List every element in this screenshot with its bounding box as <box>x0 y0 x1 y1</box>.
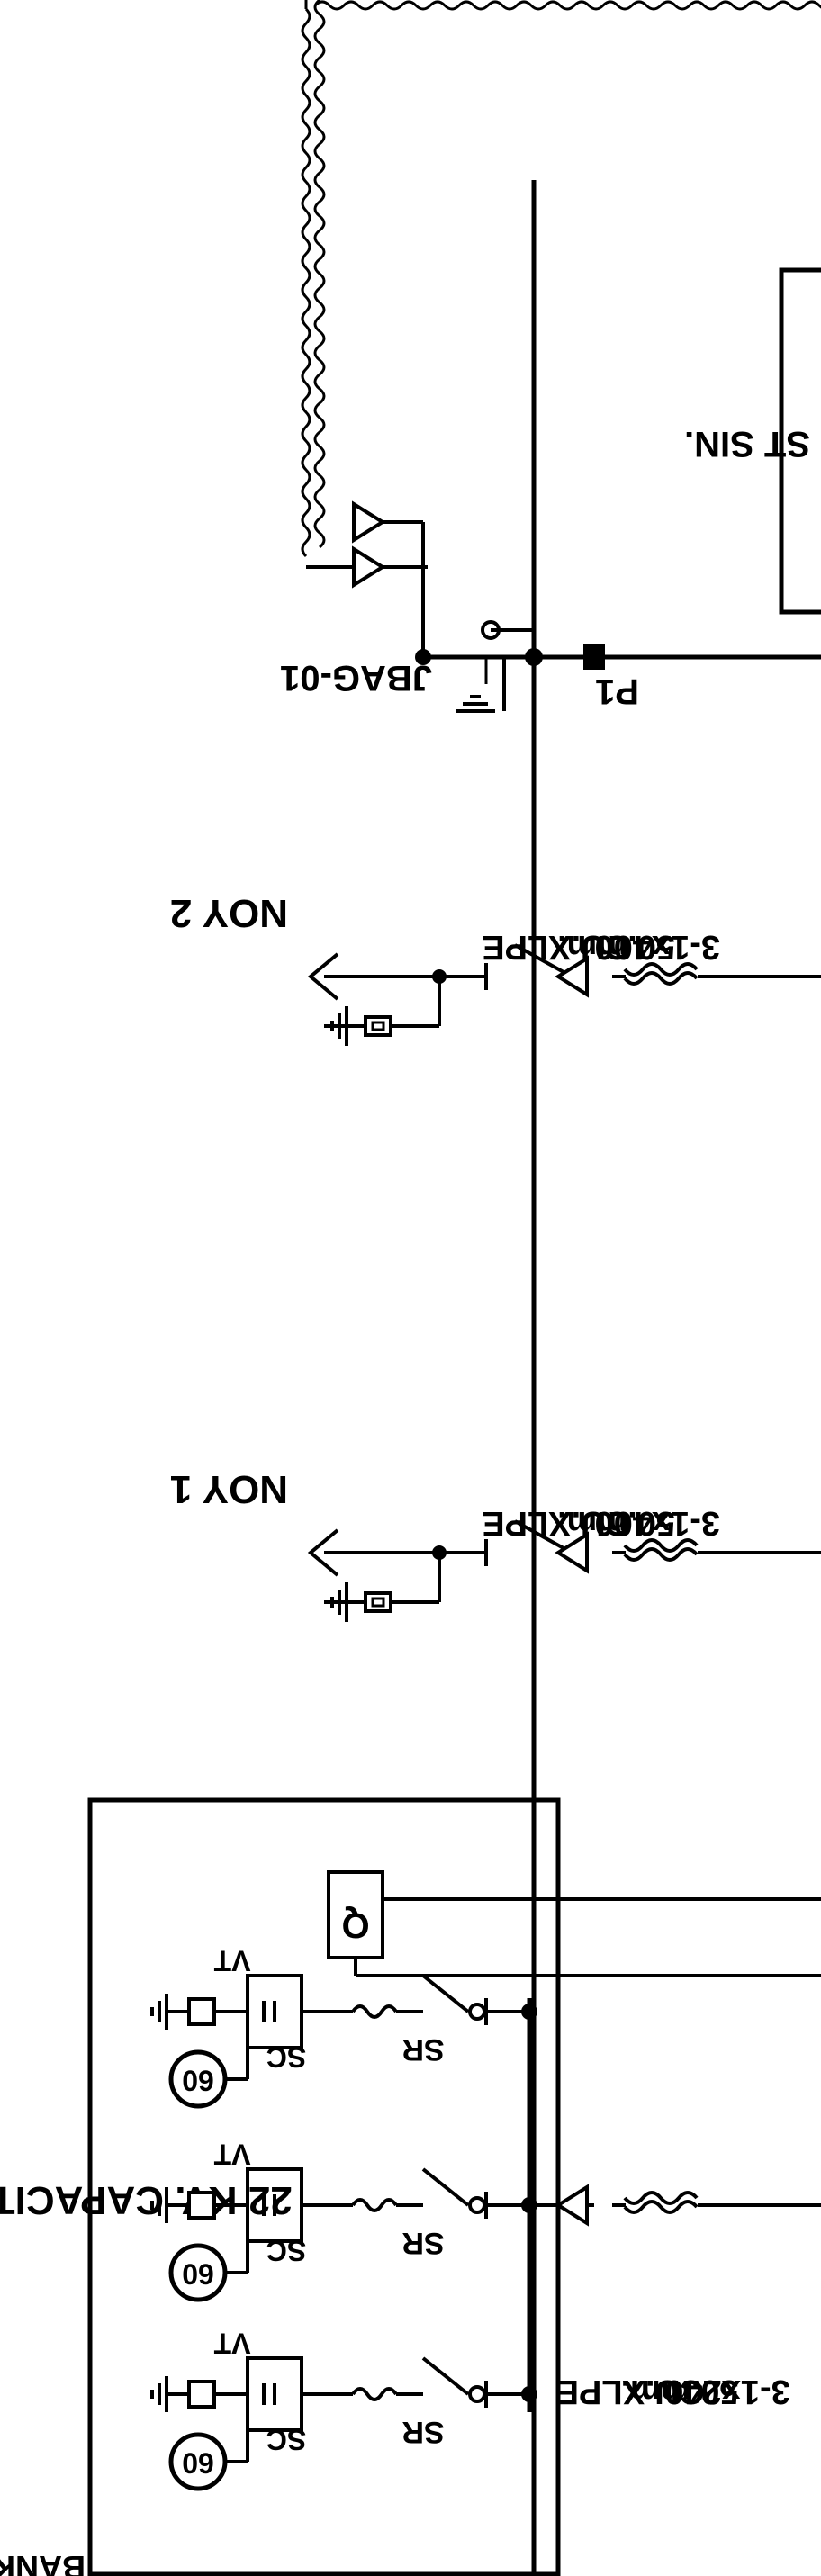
voltage-transformer-icon <box>187 1997 216 2026</box>
incoming-terminations <box>352 502 431 665</box>
capacitor-steps: SR SC VT 60 SR SC VT 60 SR SC VT 60 <box>150 1945 537 2491</box>
capbank-cable-2: 50.mm. <box>621 2373 739 2410</box>
capacitor-step: SR SC VT 60 <box>150 1945 537 2109</box>
feeder-1-cable-1: CU.XLPE <box>482 1504 630 1542</box>
relay-60-label: 60 <box>182 2258 214 2291</box>
feeder-2-cable-3: 3-1x400 <box>595 928 720 966</box>
series-reactor-label: SR <box>401 2226 444 2260</box>
st-sin-box: ST SIN. <box>684 267 821 615</box>
feeder-2-cable-2: 50.mm. <box>557 928 675 966</box>
capacitor-bank-title: 22 KV. CAPACITOR BANK <box>0 2178 293 2222</box>
capacitor-bank: 22 KV. CAPACITOR BANK BANK 1-3 CU.XLPE 5… <box>0 1797 821 2576</box>
series-reactor-label: SR <box>401 2032 444 2067</box>
incoming-cable-edge <box>313 0 821 11</box>
capacitor-label: SC <box>266 2235 306 2267</box>
feeder-2-name: NOY 2 <box>170 891 288 935</box>
feeder-noy-2: NOY 2 CU.XLPE 50.mm. 3-1x400 <box>170 891 821 1048</box>
ground-panel-label: JBAG-01 <box>280 658 432 698</box>
feeder-noy-1: NOY 1 CU.XLPE 50.mm. 3-1x400 <box>170 1467 821 1624</box>
feeder-1-name: NOY 1 <box>170 1467 288 1511</box>
voltage-transformer-label: VT <box>213 1945 250 1977</box>
feeder-2-cable-1: CU.XLPE <box>482 928 630 966</box>
voltage-transformer-icon <box>187 2380 216 2409</box>
capacitor-label: SC <box>266 2424 306 2456</box>
capbank-cable-1: CU.XLPE <box>556 2373 705 2410</box>
ground-panel-group: JBAG-01 P1 <box>280 567 639 713</box>
relay-q-label: Q <box>341 1905 369 1945</box>
relay-60-label: 60 <box>182 2447 214 2480</box>
capbank-cable-3: 3-1x240 <box>664 2373 789 2410</box>
incoming-cable-top <box>301 0 428 569</box>
series-reactor-icon <box>351 2198 398 2212</box>
relay-60-label: 60 <box>182 2065 214 2097</box>
main-bus <box>423 180 821 2576</box>
capacitor-step: SR SC VT 60 <box>150 2328 537 2491</box>
feeder-1-cable-3: 3-1x400 <box>595 1504 720 1542</box>
st-sin-label: ST SIN. <box>684 424 810 464</box>
voltage-transformer-label: VT <box>213 2328 250 2360</box>
series-reactor-icon <box>351 2004 398 2019</box>
series-reactor-label: SR <box>401 2415 444 2449</box>
ground-tag-label: P1 <box>595 671 639 711</box>
feeder-1-cable-2: 50.mm. <box>557 1504 675 1542</box>
voltage-transformer-label: VT <box>213 2139 250 2171</box>
capacitor-step: SR SC VT 60 <box>150 2139 537 2302</box>
series-reactor-icon <box>351 2387 398 2401</box>
voltage-transformer-icon <box>187 2191 216 2220</box>
capacitor-label: SC <box>266 2041 306 2074</box>
capacitor-bank-subtitle: BANK 1-3 <box>0 2549 86 2576</box>
